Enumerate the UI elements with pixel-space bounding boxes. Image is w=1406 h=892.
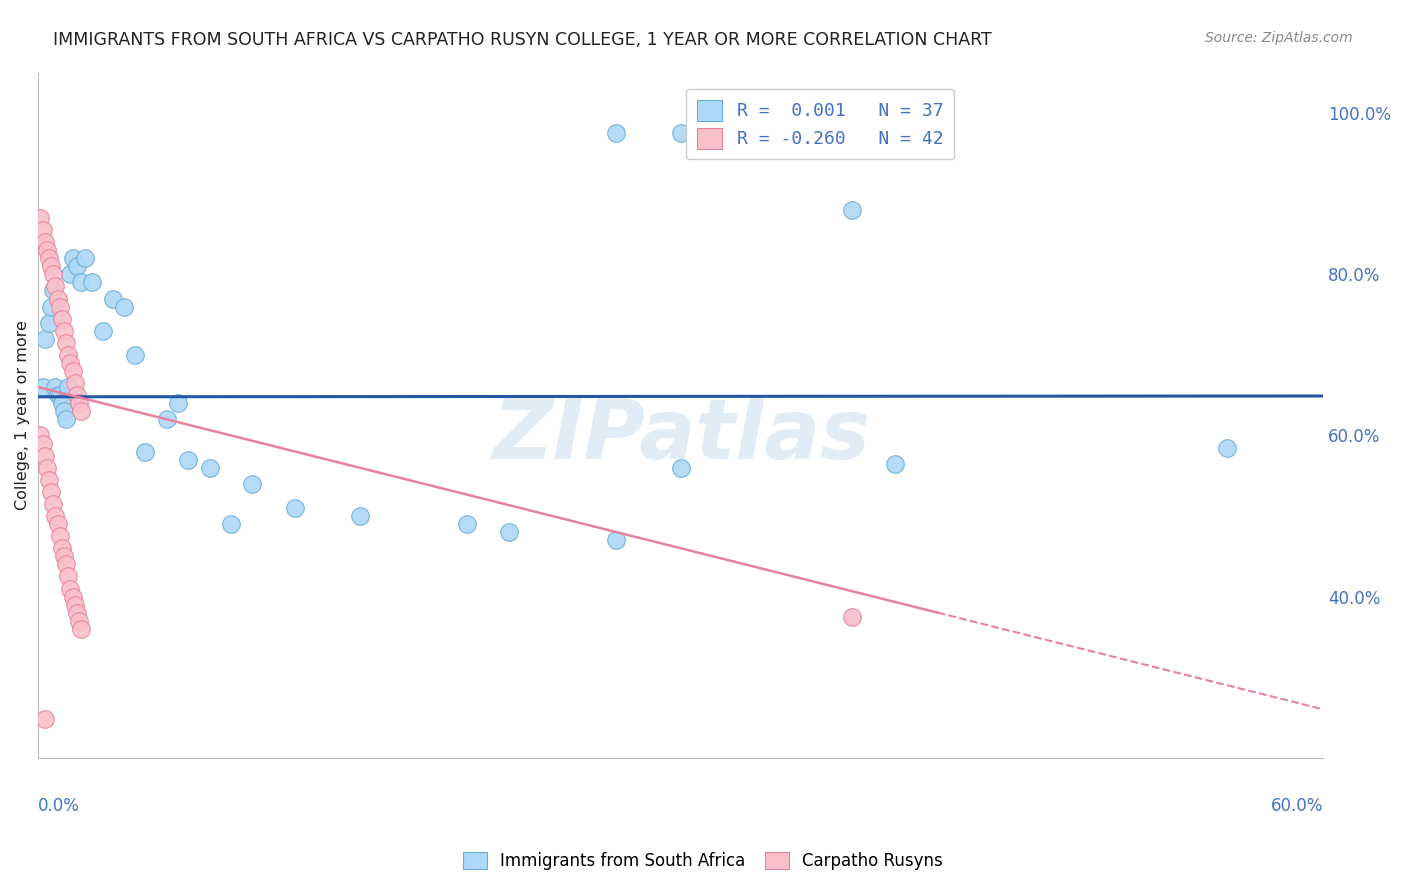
Point bbox=[841, 202, 863, 217]
Point bbox=[31, 436, 53, 450]
Point bbox=[55, 558, 77, 572]
Point bbox=[103, 292, 125, 306]
Point bbox=[42, 497, 65, 511]
Point bbox=[35, 460, 58, 475]
Point bbox=[75, 252, 97, 266]
Point bbox=[44, 380, 66, 394]
Point bbox=[70, 622, 93, 636]
Point bbox=[66, 260, 89, 274]
Point bbox=[177, 452, 200, 467]
Point bbox=[63, 598, 86, 612]
Text: Source: ZipAtlas.com: Source: ZipAtlas.com bbox=[1205, 31, 1353, 45]
Point bbox=[59, 268, 82, 282]
Point bbox=[35, 243, 58, 257]
Point bbox=[67, 396, 90, 410]
Point bbox=[91, 324, 114, 338]
Point bbox=[883, 457, 905, 471]
Point bbox=[39, 484, 62, 499]
Point bbox=[42, 284, 65, 298]
Point bbox=[55, 412, 77, 426]
Point bbox=[58, 348, 80, 362]
Text: ZIPatlas: ZIPatlas bbox=[492, 395, 870, 476]
Point bbox=[112, 300, 135, 314]
Point bbox=[31, 380, 53, 394]
Point bbox=[44, 279, 66, 293]
Point bbox=[605, 127, 627, 141]
Point bbox=[62, 252, 84, 266]
Legend: Immigrants from South Africa, Carpatho Rusyns: Immigrants from South Africa, Carpatho R… bbox=[457, 845, 949, 877]
Text: 0.0%: 0.0% bbox=[38, 797, 80, 814]
Point bbox=[134, 444, 156, 458]
Point bbox=[1216, 441, 1239, 455]
Point bbox=[498, 525, 520, 540]
Point bbox=[605, 533, 627, 548]
Point bbox=[46, 292, 69, 306]
Point bbox=[30, 428, 52, 442]
Point bbox=[51, 311, 73, 326]
Point bbox=[219, 517, 242, 532]
Point bbox=[39, 300, 62, 314]
Point bbox=[456, 517, 478, 532]
Point bbox=[80, 276, 103, 290]
Point bbox=[51, 541, 73, 556]
Point bbox=[284, 500, 307, 515]
Point bbox=[349, 508, 371, 523]
Point bbox=[55, 335, 77, 350]
Point bbox=[39, 260, 62, 274]
Point bbox=[31, 223, 53, 237]
Point bbox=[166, 396, 188, 410]
Legend: R =  0.001   N = 37, R = -0.260   N = 42: R = 0.001 N = 37, R = -0.260 N = 42 bbox=[686, 89, 955, 160]
Point bbox=[58, 380, 80, 394]
Point bbox=[62, 590, 84, 604]
Point bbox=[59, 582, 82, 596]
Point bbox=[66, 388, 89, 402]
Point bbox=[70, 276, 93, 290]
Y-axis label: College, 1 year or more: College, 1 year or more bbox=[15, 320, 30, 510]
Point bbox=[46, 517, 69, 532]
Point bbox=[38, 316, 60, 330]
Point bbox=[42, 268, 65, 282]
Point bbox=[46, 388, 69, 402]
Point bbox=[156, 412, 179, 426]
Point bbox=[124, 348, 146, 362]
Point bbox=[841, 609, 863, 624]
Point bbox=[58, 569, 80, 583]
Point bbox=[51, 396, 73, 410]
Point bbox=[44, 508, 66, 523]
Point bbox=[38, 473, 60, 487]
Point bbox=[66, 606, 89, 620]
Text: 60.0%: 60.0% bbox=[1271, 797, 1323, 814]
Point bbox=[34, 449, 56, 463]
Point bbox=[34, 235, 56, 249]
Point bbox=[198, 460, 221, 475]
Point bbox=[30, 211, 52, 225]
Point bbox=[669, 127, 692, 141]
Point bbox=[59, 356, 82, 370]
Text: IMMIGRANTS FROM SOUTH AFRICA VS CARPATHO RUSYN COLLEGE, 1 YEAR OR MORE CORRELATI: IMMIGRANTS FROM SOUTH AFRICA VS CARPATHO… bbox=[53, 31, 993, 49]
Point bbox=[63, 376, 86, 390]
Point bbox=[70, 404, 93, 418]
Point bbox=[669, 460, 692, 475]
Point bbox=[48, 300, 70, 314]
Point bbox=[62, 364, 84, 378]
Point bbox=[53, 404, 76, 418]
Point bbox=[48, 529, 70, 543]
Point bbox=[48, 388, 70, 402]
Point bbox=[53, 549, 76, 564]
Point bbox=[34, 332, 56, 346]
Point bbox=[53, 324, 76, 338]
Point bbox=[34, 712, 56, 726]
Point bbox=[67, 614, 90, 628]
Point bbox=[242, 476, 264, 491]
Point bbox=[38, 252, 60, 266]
